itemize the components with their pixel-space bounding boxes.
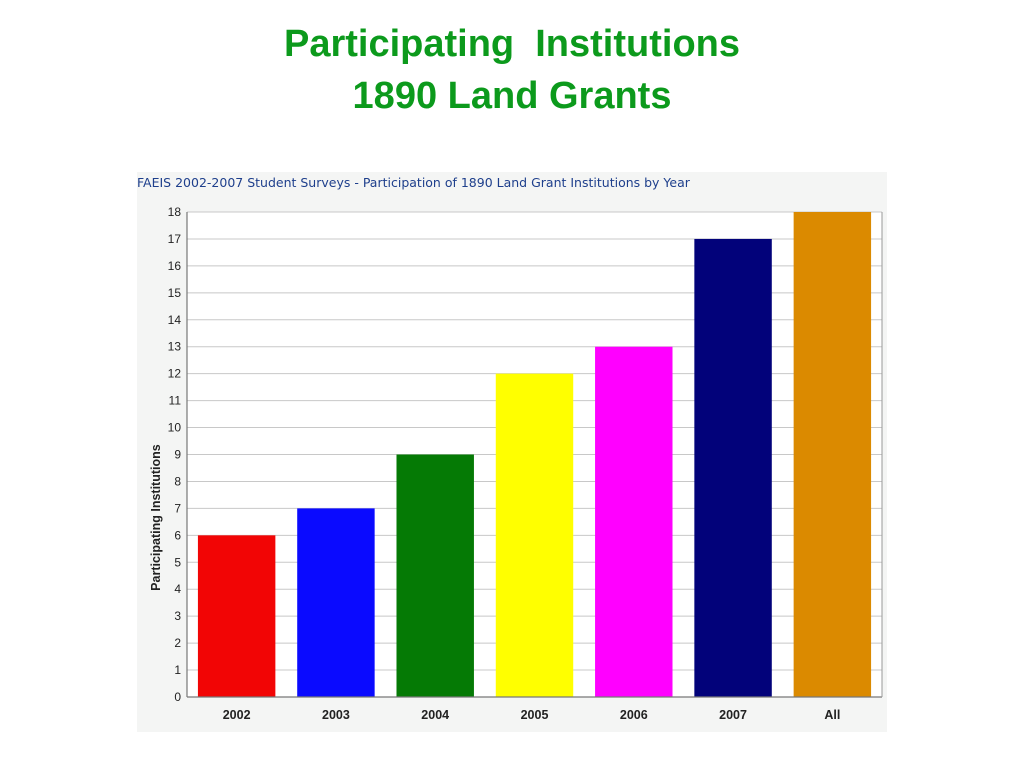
y-tick-label: 6 (174, 528, 181, 542)
y-tick-label: 2 (174, 636, 181, 650)
y-tick-label: 4 (174, 582, 181, 596)
bar-2002 (197, 535, 276, 697)
slide-title-line-1: Participating Institutions (283, 23, 741, 65)
x-tick-label: All (824, 708, 840, 722)
y-tick-label: 16 (168, 259, 182, 273)
x-tick-label: 2003 (322, 708, 350, 722)
y-axis-title: Participating Institutions (149, 444, 163, 591)
y-tick-label: 7 (174, 501, 181, 515)
bar-2007 (694, 238, 772, 697)
y-tick-label: 15 (168, 286, 182, 300)
bar-2006 (595, 346, 673, 697)
bar-2005 (495, 373, 574, 697)
y-tick-label: 1 (174, 663, 181, 677)
y-tick-label: 9 (174, 448, 181, 462)
chart-panel: FAEIS 2002-2007 Student Surveys - Partic… (137, 172, 887, 732)
bar-chart: 0123456789101112131415161718Participatin… (149, 205, 883, 722)
y-tick-label: 10 (168, 421, 182, 435)
x-tick-label: 2004 (421, 708, 449, 722)
x-tick-label: 2002 (223, 708, 251, 722)
y-tick-label: 8 (174, 474, 181, 488)
y-tick-label: 5 (174, 555, 181, 569)
y-tick-label: 13 (168, 340, 182, 354)
y-tick-label: 17 (168, 232, 182, 246)
x-tick-label: 2005 (521, 708, 549, 722)
slide-title-line-2: 1890 Land Grants (352, 75, 672, 117)
y-tick-label: 0 (174, 690, 181, 704)
bar-all (793, 212, 872, 697)
bar-2004 (396, 454, 474, 697)
y-tick-label: 12 (168, 367, 182, 381)
y-tick-label: 11 (169, 394, 182, 408)
slide-title: Participating Institutions 1890 Land Gra… (0, 18, 1024, 122)
chart-title: FAEIS 2002-2007 Student Surveys - Partic… (137, 175, 690, 190)
x-tick-label: 2006 (620, 708, 648, 722)
x-tick-label: 2007 (719, 708, 747, 722)
bar-2003 (297, 508, 375, 697)
y-tick-label: 18 (168, 205, 182, 219)
y-tick-label: 3 (174, 609, 181, 623)
y-tick-label: 14 (168, 313, 182, 327)
